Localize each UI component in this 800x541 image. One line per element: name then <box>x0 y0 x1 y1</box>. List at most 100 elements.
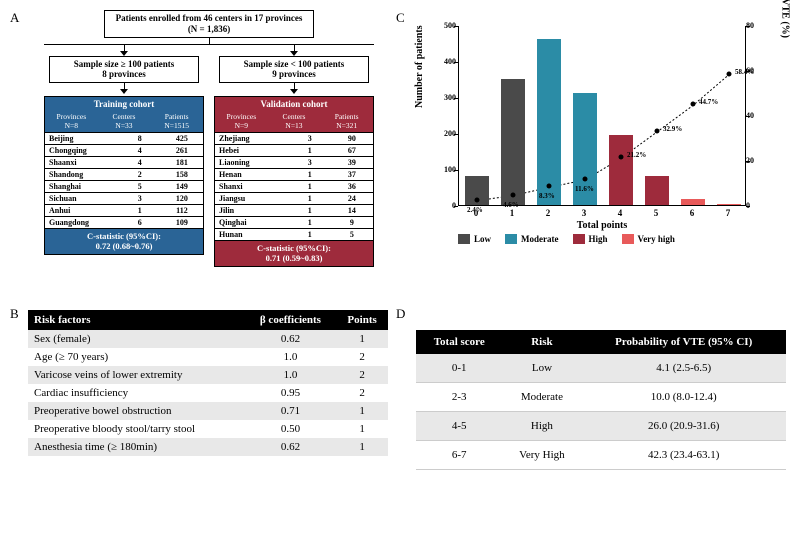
cond-right: Sample size < 100 patients 9 provinces <box>219 56 369 84</box>
line-point <box>583 176 588 181</box>
table-row: 4-5High26.0 (20.9-31.6) <box>416 412 786 441</box>
figure-grid: A Patients enrolled from 46 centers in 1… <box>10 10 790 536</box>
cohort-row: Shanxi136 <box>215 180 373 192</box>
table-row: Sex (female)0.621 <box>28 330 388 348</box>
flow-root: Patients enrolled from 46 centers in 17 … <box>104 10 314 38</box>
line-point <box>691 102 696 107</box>
training-cohort-table: Training cohort ProvincesN=8 CentersN=33… <box>44 96 204 254</box>
y-axis-right-label: Risk of VTE (%) <box>779 0 790 38</box>
pct-label: 32.9% <box>663 125 682 133</box>
cohort-row: Jiangsu124 <box>215 192 373 204</box>
cohort-row: Zhejiang390 <box>215 132 373 144</box>
pct-label: 44.7% <box>699 98 718 106</box>
cohort-row: Qinghai19 <box>215 216 373 228</box>
table-row: Cardiac insufficiency0.952 <box>28 384 388 402</box>
tblD-body: 0-1Low4.1 (2.5-6.5)2-3Moderate10.0 (8.0-… <box>416 354 786 470</box>
colB-0: Risk factors <box>28 310 245 330</box>
cohort-row: Shanghai5149 <box>45 180 203 192</box>
bar <box>609 135 633 205</box>
line-point <box>655 128 660 133</box>
legend-swatch <box>458 234 470 244</box>
cohort-row: Shaanxi4181 <box>45 156 203 168</box>
table-row: Anesthesia time (≥ 180min)0.621 <box>28 438 388 456</box>
colB-2: Points <box>336 310 388 330</box>
bar <box>645 176 669 205</box>
xtick: 7 <box>718 208 738 218</box>
bar <box>537 39 561 205</box>
panel-c-label: C <box>396 10 405 26</box>
bar <box>501 79 525 205</box>
line-point <box>547 184 552 189</box>
cohort-row: Guangdong6109 <box>45 216 203 228</box>
cohort-row: Jilin114 <box>215 204 373 216</box>
legend-label: Very high <box>638 234 675 244</box>
table-row: Age (≥ 70 years)1.02 <box>28 348 388 366</box>
bar-line-chart: Number of patients Risk of VTE (%) 2.4%4… <box>416 18 786 248</box>
panel-d-label: D <box>396 306 405 322</box>
validation-cohort-table: Validation cohort ProvincesN=9 CentersN=… <box>214 96 374 266</box>
cond-left: Sample size ≥ 100 patients 8 provinces <box>49 56 199 84</box>
legend-item: Low <box>458 234 491 244</box>
legend-item: Very high <box>622 234 675 244</box>
cohort-row: Liaoning339 <box>215 156 373 168</box>
table-row: 0-1Low4.1 (2.5-6.5) <box>416 354 786 383</box>
panel-a: A Patients enrolled from 46 centers in 1… <box>10 10 390 300</box>
cohort-row: Sichuan3120 <box>45 192 203 204</box>
table-row: Varicose veins of lower extremity1.02 <box>28 366 388 384</box>
probability-table: Total score Risk Probability of VTE (95%… <box>416 330 786 470</box>
panel-a-label: A <box>10 10 19 26</box>
colD-1: Risk <box>502 330 581 354</box>
table-row: 2-3Moderate10.0 (8.0-12.4) <box>416 383 786 412</box>
legend-swatch <box>573 234 585 244</box>
pct-label: 8.3% <box>539 192 555 200</box>
legend-item: Moderate <box>505 234 558 244</box>
legend-label: High <box>589 234 608 244</box>
xtick: 0 <box>466 208 486 218</box>
branch-left: Sample size ≥ 100 patients 8 provinces T… <box>44 45 204 267</box>
line-point <box>727 71 732 76</box>
legend-label: Low <box>474 234 491 244</box>
cohort-row: Chongqing4261 <box>45 144 203 156</box>
line-point <box>475 197 480 202</box>
cohort-row: Henan137 <box>215 168 373 180</box>
table-row: Preoperative bloody stool/tarry stool0.5… <box>28 420 388 438</box>
line-point <box>511 192 516 197</box>
cohort-row: Shandong2158 <box>45 168 203 180</box>
legend-item: High <box>573 234 608 244</box>
table-row: Preoperative bowel obstruction0.711 <box>28 402 388 420</box>
training-title: Training cohort <box>45 97 203 111</box>
colD-0: Total score <box>416 330 502 354</box>
xtick: 5 <box>646 208 666 218</box>
bar <box>717 204 741 205</box>
cohort-row: Hebei167 <box>215 144 373 156</box>
validation-rows: Zhejiang390Hebei167Liaoning339Henan137Sh… <box>215 132 373 240</box>
plot-area: 2.4%4.6%8.3%11.6%21.2%32.9%44.7%58.4% <box>458 26 746 206</box>
panel-c: C Number of patients Risk of VTE (%) 2.4… <box>396 10 796 300</box>
pct-label: 11.6% <box>575 185 594 193</box>
line-point <box>619 155 624 160</box>
legend-label: Moderate <box>521 234 558 244</box>
cohort-row: Hunan15 <box>215 228 373 240</box>
xtick: 2 <box>538 208 558 218</box>
pct-label: 21.2% <box>627 151 646 159</box>
xtick: 6 <box>682 208 702 218</box>
chart-legend: Low Moderate High Very high <box>458 234 675 244</box>
cohort-row: Beijing8425 <box>45 132 203 144</box>
training-rows: Beijing8425Chongqing4261Shaanxi4181Shand… <box>45 132 203 228</box>
branch-right: Sample size < 100 patients 9 provinces V… <box>214 45 374 267</box>
panel-b: B Risk factors β coefficients Points Sex… <box>10 306 390 536</box>
xtick: 4 <box>610 208 630 218</box>
legend-swatch <box>505 234 517 244</box>
table-row: 6-7Very High42.3 (23.4-63.1) <box>416 441 786 470</box>
xtick: 1 <box>502 208 522 218</box>
xtick: 3 <box>574 208 594 218</box>
flowchart: Patients enrolled from 46 centers in 17 … <box>28 10 390 267</box>
tblB-body: Sex (female)0.621Age (≥ 70 years)1.02Var… <box>28 330 388 456</box>
colB-1: β coefficients <box>245 310 337 330</box>
x-axis-label: Total points <box>458 220 746 231</box>
bar <box>681 199 705 205</box>
colD-2: Probability of VTE (95% CI) <box>581 330 786 354</box>
cohort-row: Anhui1112 <box>45 204 203 216</box>
y-axis-left-label: Number of patients <box>414 25 425 108</box>
legend-swatch <box>622 234 634 244</box>
